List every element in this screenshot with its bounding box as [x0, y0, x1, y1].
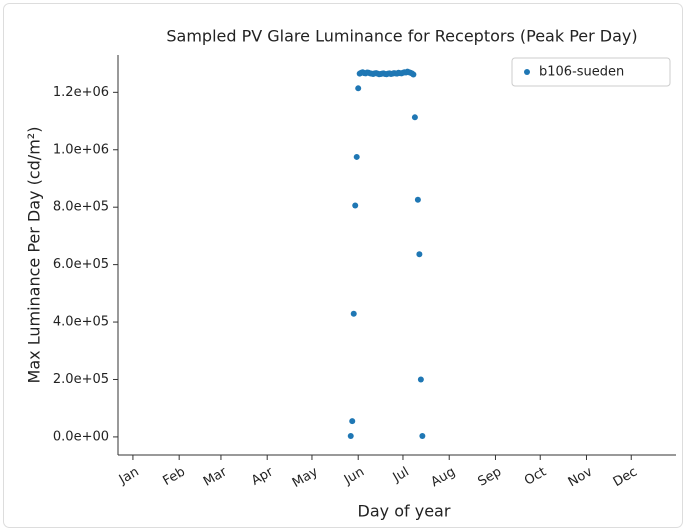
point	[350, 310, 357, 317]
point	[355, 85, 362, 92]
point	[353, 153, 360, 160]
legend-label: b106-sueden	[539, 65, 624, 80]
y-tick-label: 6.0e+05	[53, 257, 109, 272]
legend-box	[511, 57, 671, 87]
point	[410, 71, 417, 78]
x-tick-label: Jul	[390, 465, 412, 486]
y-tick-label: 1.0e+06	[53, 142, 109, 157]
point	[414, 196, 421, 203]
point	[411, 114, 418, 121]
y-tick-label: 2.0e+05	[53, 372, 109, 387]
y-axis-label: Max Luminance Per Day (cd/m²)	[25, 127, 44, 384]
point	[349, 418, 356, 425]
y-tick-label: 0.0e+00	[53, 429, 109, 444]
x-axis-label: Day of year	[358, 502, 451, 521]
point	[416, 251, 423, 258]
point	[352, 202, 359, 209]
chart-title: Sampled PV Glare Luminance for Receptors…	[166, 27, 637, 46]
legend-marker	[524, 69, 530, 75]
point	[419, 433, 426, 440]
frame	[3, 3, 683, 528]
y-tick-label: 1.2e+06	[53, 85, 109, 100]
point	[417, 376, 424, 383]
point	[347, 433, 354, 440]
y-tick-label: 8.0e+05	[53, 200, 109, 215]
y-tick-label: 4.0e+05	[53, 315, 109, 330]
